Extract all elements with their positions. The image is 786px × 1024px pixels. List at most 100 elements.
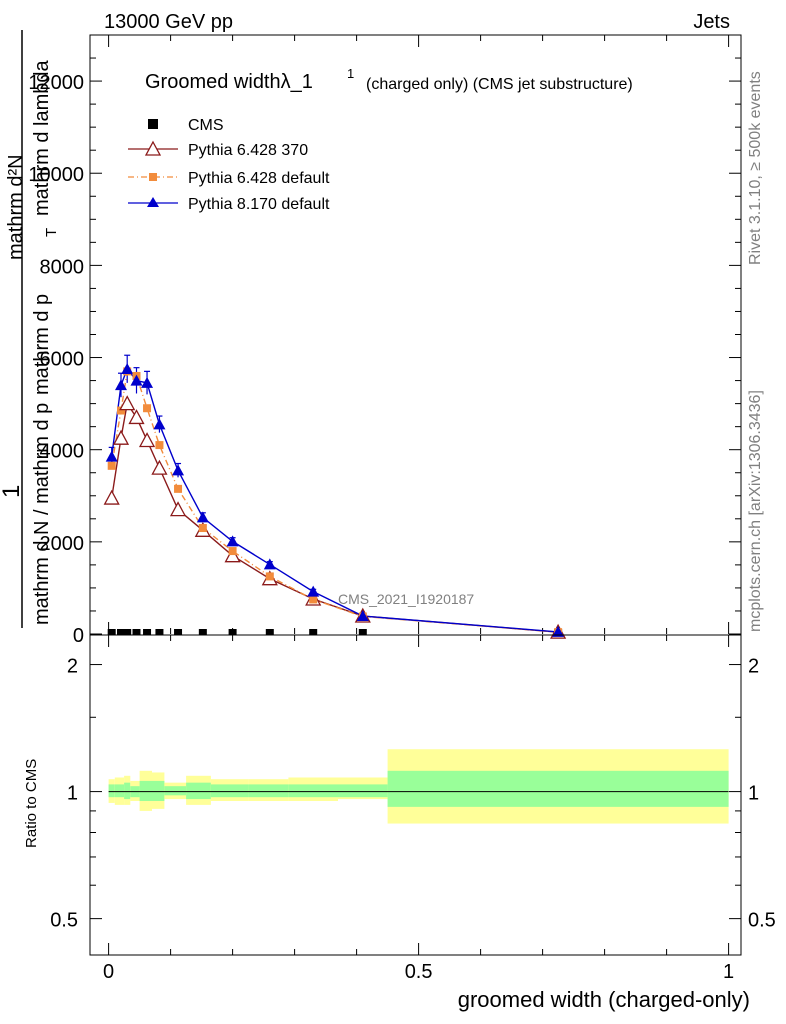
ylabel-frac-num: mathrm d²N	[5, 154, 27, 260]
p8-point	[196, 511, 209, 523]
cms-point	[228, 629, 237, 635]
ratio-plot-frame	[89, 634, 742, 956]
legend-marker-p8	[147, 197, 159, 207]
p8-point	[552, 625, 565, 637]
p8-point	[307, 585, 320, 597]
cms-point	[174, 629, 183, 635]
ratio-band-inner	[186, 782, 211, 800]
cms-point	[265, 629, 274, 635]
ratio-ytick-label: 1	[67, 783, 78, 805]
p8-point	[153, 418, 166, 430]
legend-entry-p8: Pythia 8.170 default	[128, 196, 330, 213]
legend-label-p6-370: Pythia 6.428 370	[188, 142, 308, 159]
ratio-ytick-label-right: 1	[748, 783, 759, 805]
legend-label-cms: CMS	[188, 117, 224, 134]
cms-point	[309, 629, 318, 635]
ratio-xtick-label: 0.5	[405, 961, 433, 983]
p6-370-point	[103, 489, 120, 505]
ylabel-frac-den: mathrm d p	[31, 294, 53, 395]
ylabel-tail: mathrm d lambda	[31, 60, 53, 216]
cms-point	[358, 629, 367, 635]
legend-entry-p6-default: Pythia 6.428 default	[128, 170, 330, 187]
ratio-band-inner	[124, 782, 131, 800]
p8-point	[121, 363, 134, 375]
main-ytick-label: 0	[73, 625, 84, 647]
main-ytick-label: 8000	[40, 256, 85, 278]
plot-title-superscript: 1	[347, 66, 354, 81]
p6-default-point	[143, 404, 152, 413]
main-ytick-label: 2000	[40, 533, 85, 555]
legend-label-p8: Pythia 8.170 default	[188, 196, 330, 213]
ratio-ytick-label-right: 0.5	[748, 910, 776, 932]
main-y-ticks: 0 2000 4000 6000 8000 10000 12000	[28, 57, 741, 647]
cms-point	[107, 629, 116, 635]
ratio-band-inner	[338, 784, 388, 798]
cms-point	[132, 629, 141, 635]
legend-entry-p6-370: Pythia 6.428 370	[128, 140, 308, 159]
cms-point	[123, 629, 132, 635]
x-axis-label: groomed width (charged-only)	[458, 987, 750, 1012]
series-line-p6-default	[111, 370, 559, 633]
ratio-xtick-label: 1	[723, 961, 734, 983]
main-ylabel: 1 mathrm d N / mathrm d p mathrm d²N mat…	[0, 30, 60, 628]
main-ytick-label: 12000	[28, 72, 84, 94]
ylabel-sub-t: T	[43, 228, 60, 237]
ratio-band-inner	[164, 786, 187, 796]
legend-entry-cms: CMS	[148, 117, 224, 134]
cms-point	[143, 629, 152, 635]
main-x-ticks	[108, 35, 730, 634]
legend: CMS Pythia 6.428 370 Pythia 6.428 defaul…	[128, 117, 330, 213]
p6-default-point	[228, 547, 237, 556]
p6-370-point	[112, 429, 130, 445]
ratio-ylabel: Ratio to CMS	[23, 759, 40, 848]
main-ytick-label: 4000	[40, 441, 85, 463]
p6-370-point	[138, 432, 156, 448]
header-right-label: Jets	[693, 11, 730, 33]
ratio-bands	[108, 749, 729, 824]
p6-default-point	[155, 441, 164, 450]
series-line-p8	[111, 367, 559, 633]
p6-default-point	[309, 595, 318, 604]
ratio-band-inner	[108, 784, 115, 798]
cms-point	[117, 629, 125, 635]
p8-point	[115, 379, 127, 391]
p6-default-point	[198, 524, 207, 533]
ratio-ytick-label: 0.5	[50, 910, 78, 932]
legend-label-p6-default: Pythia 6.428 default	[188, 170, 330, 187]
ratio-y-ticks: 0.5 0.5 1 1 2 2	[50, 656, 776, 932]
ratio-band-inner	[248, 784, 289, 798]
p8-point	[226, 535, 239, 547]
p6-370-point	[169, 501, 187, 517]
legend-marker-p6-370	[144, 140, 162, 156]
series-layer	[103, 354, 567, 639]
p6-370-point	[119, 395, 136, 411]
ratio-ytick-label: 2	[67, 656, 78, 678]
ratio-band-inner	[210, 784, 249, 798]
header-left-label: 13000 GeV pp	[104, 11, 233, 33]
rivet-version-label: Rivet 3.1.10, ≥ 500k events	[747, 71, 764, 265]
p8-point	[105, 450, 118, 462]
cms-point	[198, 629, 207, 635]
legend-marker-p6-default	[149, 173, 157, 181]
ratio-band-inner	[139, 780, 152, 801]
p8-point	[356, 610, 369, 622]
p8-point	[172, 464, 185, 476]
p8-point	[141, 376, 154, 388]
ylabel-main: mathrm d N / mathrm d p	[31, 403, 53, 625]
main-ytick-label: 10000	[28, 164, 84, 186]
cms-point	[155, 629, 164, 635]
p6-default-point	[117, 406, 125, 415]
main-ytick-label: 6000	[40, 349, 85, 371]
legend-marker-cms	[148, 119, 158, 129]
p6-default-point	[107, 461, 116, 470]
p6-370-point	[151, 459, 168, 475]
ratio-band-inner	[288, 784, 338, 798]
p6-default-point	[174, 484, 183, 493]
ratio-x-ticks: 0 0.5 1	[103, 635, 734, 983]
ratio-band-inner	[114, 784, 125, 798]
p6-370-point	[224, 547, 241, 563]
series-line-p6-370	[111, 401, 559, 633]
ylabel-one: 1	[0, 485, 25, 498]
mcplots-label: mcplots.cern.ch [arXiv:1306.3436]	[747, 390, 764, 632]
